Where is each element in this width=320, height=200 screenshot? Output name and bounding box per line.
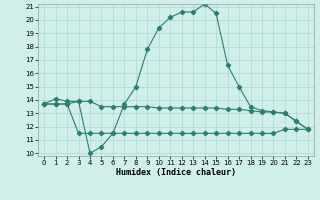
X-axis label: Humidex (Indice chaleur): Humidex (Indice chaleur) [116,168,236,177]
